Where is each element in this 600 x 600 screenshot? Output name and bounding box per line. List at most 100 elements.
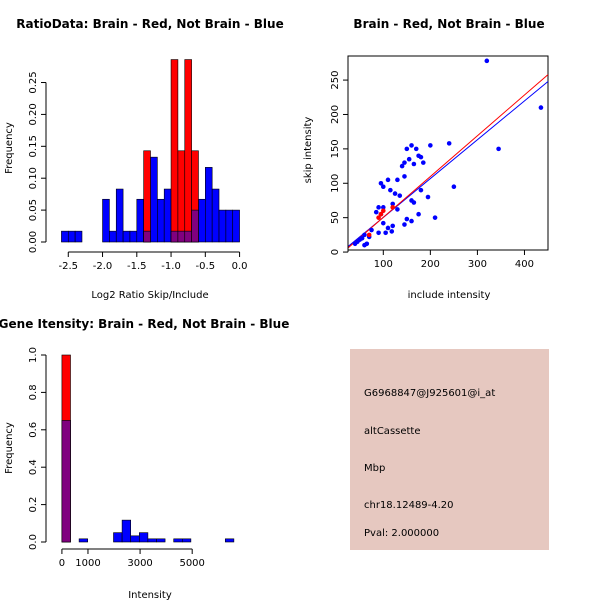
info-panel-background <box>350 349 549 550</box>
ratio-histogram-bar-not-brain <box>157 198 165 243</box>
scatter-point-not-brain <box>376 205 381 210</box>
scatter-point-not-brain <box>428 143 433 148</box>
ratio-histogram-y-tick-label: 0.25 <box>28 71 39 93</box>
ratio-histogram-bar-overlap <box>177 230 186 243</box>
intensity-histogram-bar-not-brain <box>224 538 235 543</box>
probe-id: G6968847@J925601@i_at <box>364 388 495 399</box>
scatter-point-not-brain <box>399 163 405 169</box>
intensity-histogram-panel: Gene Itensity: Brain - Red, Not Brain - … <box>0 317 289 600</box>
scatter-point-not-brain <box>446 141 452 146</box>
scatter-point-not-brain <box>380 205 386 210</box>
scatter-point-not-brain <box>385 225 391 231</box>
scatter-y-tick-label: 150 <box>330 139 341 158</box>
ratio-histogram-y-tick-label: 0.00 <box>28 231 39 253</box>
intensity-histogram-bar-not-brain <box>78 538 89 543</box>
scatter-point-not-brain <box>496 146 501 152</box>
ratio-histogram-bar-brain <box>170 59 179 243</box>
ratio-histogram-bar-not-brain <box>115 188 124 243</box>
ratio-histogram-bar-overlap <box>170 230 179 243</box>
ratio-histogram-bar-overlap <box>143 230 151 243</box>
scatter-point-not-brain <box>420 160 426 165</box>
scatter-point-not-brain <box>383 230 388 236</box>
scatter-point-brain <box>378 211 384 217</box>
scatter-point-not-brain <box>418 187 424 193</box>
ratio-histogram-bar-not-brain <box>198 198 206 243</box>
scatter-point-not-brain <box>390 223 396 229</box>
scatter-title: Brain - Red, Not Brain - Blue <box>353 17 544 31</box>
ratio-histogram-bar-not-brain <box>205 167 213 243</box>
scatter-y-tick-label: 200 <box>330 105 341 124</box>
scatter-point-not-brain <box>404 146 410 152</box>
ratio-histogram-x-tick-label: -1.5 <box>127 261 147 272</box>
scatter-point-not-brain <box>418 154 424 160</box>
intensity-histogram-x-tick-label: 0 <box>59 558 65 569</box>
scatter-y-tick-label: 250 <box>330 71 341 90</box>
ratio-histogram-bar-not-brain <box>129 230 138 243</box>
ratio-histogram-bar-not-brain <box>61 230 69 243</box>
scatter-point-not-brain <box>352 241 358 247</box>
intensity-histogram-bar-not-brain <box>121 519 131 543</box>
scatter-point-not-brain <box>388 187 393 193</box>
ratio-histogram-xlabel: Log2 Ratio Skip/Include <box>91 290 208 301</box>
ratio-histogram-bar-brain <box>184 59 192 243</box>
ratio-histogram-bar-not-brain <box>150 156 158 243</box>
ratio-histogram-bar-not-brain <box>211 188 220 243</box>
ratio-histogram-y-tick-label: 0.05 <box>28 199 39 221</box>
ratio-histogram-x-tick-label: -2.0 <box>93 261 113 272</box>
scatter-fit-line-brain <box>347 74 549 249</box>
intensity-histogram-y-tick-label: 0.6 <box>28 422 39 438</box>
scatter-point-not-brain <box>425 194 431 200</box>
scatter-point-not-brain <box>402 222 407 227</box>
intensity-histogram-bar-not-brain <box>138 532 149 543</box>
scatter-point-not-brain <box>362 242 367 248</box>
pval-text: Pval: 2.000000 <box>364 528 439 539</box>
scatter-point-not-brain <box>402 174 407 179</box>
ratio-histogram-bar-brain <box>177 150 186 243</box>
scatter-x-tick-label: 400 <box>515 259 534 270</box>
ratio-histogram-x-tick-label: 0.0 <box>232 261 248 272</box>
scatter-point-not-brain <box>538 105 544 110</box>
ratio-histogram-bar-not-brain <box>109 230 117 243</box>
ratio-histogram-bar-not-brain <box>163 188 172 243</box>
scatter-point-not-brain <box>390 201 396 207</box>
scatter-point-not-brain <box>484 58 490 64</box>
intensity-histogram-bar-not-brain <box>113 532 123 543</box>
scatter-point-not-brain <box>376 230 381 236</box>
scatter-point-not-brain <box>411 161 417 167</box>
scatter-point-not-brain <box>362 232 367 238</box>
info-panel: G6968847@J925601@i_at altCassette Mbp ch… <box>350 349 549 550</box>
chromosome-location: chr18.12489-4.20 <box>364 500 454 511</box>
ratio-histogram-bar-not-brain <box>67 230 76 243</box>
event-type: altCassette <box>364 426 421 437</box>
scatter-ylabel: skip intensity <box>303 117 314 184</box>
ratio-histogram-y-tick-label: 0.15 <box>28 135 39 157</box>
scatter-point-not-brain <box>404 216 410 222</box>
scatter-point-not-brain <box>411 200 417 205</box>
ratio-histogram-bar-brain <box>143 150 151 243</box>
ratio-histogram-bar-not-brain <box>218 209 227 243</box>
ratio-histogram-bar-overlap <box>191 209 199 243</box>
ratio-histogram-y-tick-label: 0.20 <box>28 103 39 125</box>
scatter-point-not-brain <box>409 143 414 148</box>
scatter-point-not-brain <box>392 191 398 196</box>
intensity-histogram-bar-not-brain <box>173 538 183 543</box>
ratio-histogram-bar-not-brain <box>74 230 83 243</box>
intensity-histogram-x-tick-label: 5000 <box>179 558 204 569</box>
intensity-histogram-y-tick-label: 0.2 <box>28 497 39 513</box>
scatter-point-not-brain <box>406 156 412 162</box>
scatter-y-tick-label: 100 <box>330 174 341 193</box>
scatter-panel: Brain - Red, Not Brain - Blue include in… <box>303 17 549 301</box>
scatter-point-not-brain <box>409 218 414 224</box>
intensity-histogram-x-tick-label: 1000 <box>75 558 100 569</box>
scatter-x-tick-label: 100 <box>374 259 393 270</box>
ratio-histogram-x-tick-label: -1.0 <box>161 261 181 272</box>
gene-name: Mbp <box>364 463 385 474</box>
scatter-point-not-brain <box>395 177 400 183</box>
scatter-point-brain <box>380 208 386 214</box>
scatter-y-tick-label: 0 <box>330 249 341 255</box>
scatter-point-not-brain <box>395 207 400 212</box>
scatter-point-not-brain <box>380 184 386 190</box>
scatter-point-not-brain <box>432 215 438 220</box>
intensity-histogram-bar-not-brain <box>130 535 140 543</box>
intensity-histogram-bar-not-brain <box>156 538 166 543</box>
